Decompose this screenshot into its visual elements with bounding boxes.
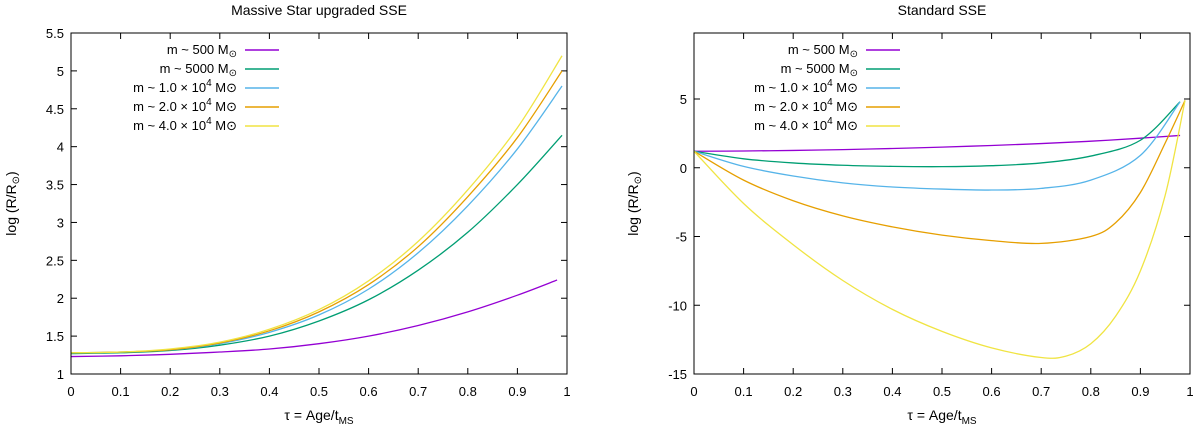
x-tick-label: 0.3 — [211, 384, 229, 399]
x-tick-label: 0.8 — [1082, 384, 1100, 399]
series-line-1 — [71, 134, 563, 355]
y-tick-label: 5 — [680, 92, 687, 107]
x-tick-label: 0.2 — [784, 384, 802, 399]
y-tick-label: 3.5 — [46, 178, 64, 193]
x-tick-label: 0.1 — [112, 384, 130, 399]
y-tick-label: -5 — [675, 230, 687, 245]
x-tick-label: 0.9 — [508, 384, 526, 399]
x-axis-label: τ = Age/tMS — [907, 407, 977, 427]
legend-label-3: m ~ 2.0 × 104 M⊙ — [133, 97, 237, 114]
x-tick-label: 1 — [563, 384, 570, 399]
plot-frame — [693, 32, 1191, 375]
legend-label-2: m ~ 1.0 × 104 M⊙ — [754, 78, 858, 95]
series-line-2 — [694, 101, 1181, 191]
right-chart-panel: Standard SSE 0 0.1 0.2 0.3 0.4 0.5 0.6 0.7 0.8 0.9… — [625, 2, 1194, 427]
legend-label-0: m ~ 500 M⊙ — [167, 42, 237, 60]
series-line-0 — [694, 134, 1181, 152]
legend-label-2: m ~ 1.0 × 104 M⊙ — [133, 78, 237, 95]
y-tick-label: 3 — [57, 215, 64, 230]
series-line-1 — [694, 101, 1181, 168]
legend-label-1: m ~ 5000 M⊙ — [160, 61, 237, 79]
x-tick-label: 0.5 — [933, 384, 951, 399]
y-axis-label: log (R/R⊙) — [625, 171, 644, 235]
x-tick-label: 0 — [690, 384, 697, 399]
y-tick-label: 2 — [57, 291, 64, 306]
y-tick-label: 1.5 — [46, 329, 64, 344]
x-tick-label: 0.5 — [310, 384, 328, 399]
x-tick-label: 0.6 — [983, 384, 1001, 399]
y-tick-label: 4.5 — [46, 102, 64, 117]
chart-title: Standard SSE — [898, 2, 987, 18]
y-tick-label: 5 — [57, 64, 64, 79]
x-tick-label: 0.2 — [161, 384, 179, 399]
x-tick-label: 0.8 — [459, 384, 477, 399]
chart-title: Massive Star upgraded SSE — [231, 2, 407, 18]
x-tick-label: 0 — [67, 384, 74, 399]
legend-label-3: m ~ 2.0 × 104 M⊙ — [754, 97, 858, 114]
y-tick-label: 0 — [680, 161, 687, 176]
x-tick-label: 0.1 — [735, 384, 753, 399]
legend-label-4: m ~ 4.0 × 104 M⊙ — [754, 116, 858, 133]
y-tick-label: 1 — [57, 367, 64, 382]
left-chart-panel: Massive Star upgraded SSE 0 0.1 0.2 0.3 0.4 0.… — [3, 2, 571, 427]
plot-frame — [70, 32, 568, 375]
x-tick-label: 0.4 — [260, 384, 278, 399]
y-tick-label: 2.5 — [46, 253, 64, 268]
y-axis-label: log (R/R⊙) — [3, 171, 22, 235]
series-line-4 — [71, 55, 563, 354]
x-axis-label: τ = Age/tMS — [284, 407, 354, 427]
legend-label-1: m ~ 5000 M⊙ — [781, 61, 858, 79]
y-tick-label: 5.5 — [46, 26, 64, 41]
x-tick-label: 0.7 — [1032, 384, 1050, 399]
y-tick-label: -15 — [668, 367, 687, 382]
series-line-3 — [694, 100, 1186, 245]
legend-label-4: m ~ 4.0 × 104 M⊙ — [133, 116, 237, 133]
x-tick-label: 0.6 — [360, 384, 378, 399]
series-line-4 — [694, 100, 1186, 359]
x-tick-label: 0.9 — [1131, 384, 1149, 399]
y-tick-label: -10 — [668, 298, 687, 313]
x-tick-label: 0.4 — [883, 384, 901, 399]
x-tick-label: 1 — [1186, 384, 1193, 399]
legend-label-0: m ~ 500 M⊙ — [788, 42, 858, 60]
x-tick-label: 0.3 — [834, 384, 852, 399]
y-tick-label: 4 — [57, 140, 64, 155]
series-line-0 — [71, 279, 558, 358]
x-tick-label: 0.7 — [409, 384, 427, 399]
